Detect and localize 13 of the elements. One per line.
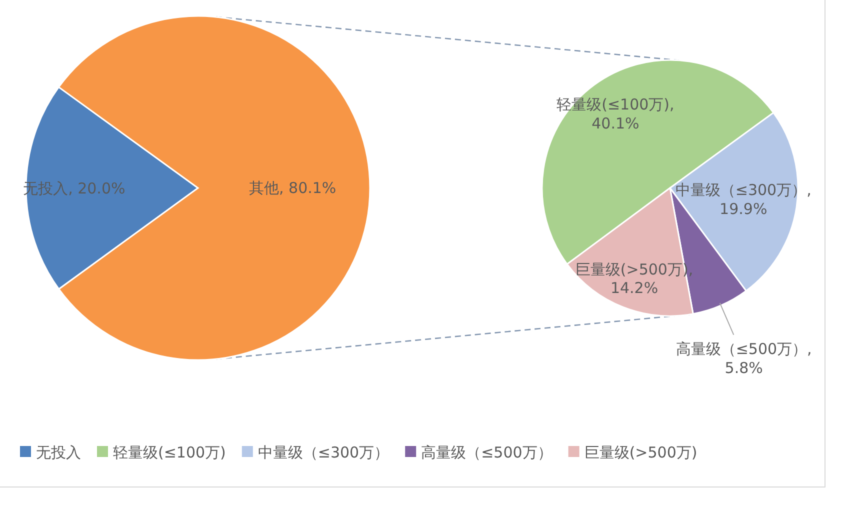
text: 40.1% <box>592 114 640 132</box>
legend-label: 高量级（≤500万） <box>421 443 552 462</box>
text: 5.8% <box>724 358 763 377</box>
legend-label: 巨量级(>500万) <box>584 443 698 462</box>
slice-label: 其他, 80.1% <box>249 179 336 198</box>
category-label: 高量级（≤500万）, <box>676 340 812 358</box>
text: 14.2% <box>610 279 658 298</box>
category-label: 轻量级(≤100万), <box>556 96 674 114</box>
legend-label: 中量级（≤300万） <box>258 443 390 462</box>
legend-label: 无投入 <box>36 443 81 462</box>
category-label: 中量级（≤300万）, <box>675 181 812 200</box>
legend-label: 轻量级(≤100万) <box>113 443 226 462</box>
text: 19.9% <box>720 200 768 218</box>
